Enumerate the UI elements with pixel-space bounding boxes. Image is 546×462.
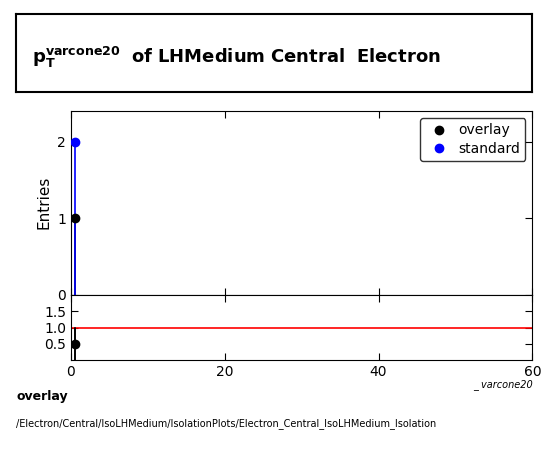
Text: /Electron/Central/IsoLHMedium/IsolationPlots/Electron_Central_IsoLHMedium_Isolat: /Electron/Central/IsoLHMedium/IsolationP… [16, 418, 437, 429]
Text: _ varcone20: _ varcone20 [473, 379, 532, 389]
Text: overlay: overlay [16, 390, 68, 403]
Text: $\mathbf{p_T^{varcone20}}$$\mathbf{\ \ of\ LHMedium\ Central\ \ Electron}$: $\mathbf{p_T^{varcone20}}$$\mathbf{\ \ o… [32, 44, 441, 70]
Y-axis label: Entries: Entries [37, 176, 52, 230]
Legend: overlay, standard: overlay, standard [420, 118, 525, 161]
